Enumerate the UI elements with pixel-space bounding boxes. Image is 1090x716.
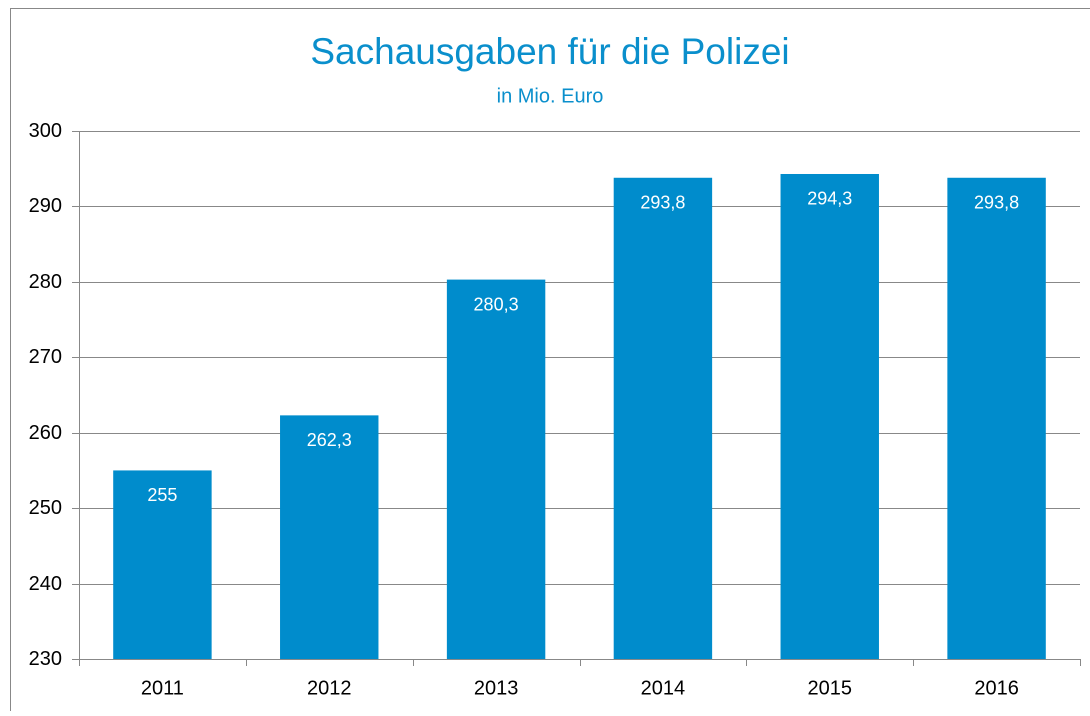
chart-title: Sachausgaben für die Polizei [310, 31, 789, 72]
x-tick-label: 2012 [307, 677, 352, 699]
x-tick-label: 2016 [974, 677, 1019, 699]
x-tick-label: 2013 [474, 677, 519, 699]
y-tick-label: 230 [29, 648, 62, 670]
x-tick-label: 2015 [808, 677, 853, 699]
bar [781, 174, 879, 659]
value-label: 262,3 [307, 430, 352, 450]
value-label: 293,8 [974, 193, 1019, 213]
bar [614, 178, 712, 659]
bar [447, 280, 545, 659]
value-label: 294,3 [807, 189, 852, 209]
value-label: 255 [147, 485, 177, 505]
chart-subtitle: in Mio. Euro [497, 85, 604, 107]
y-tick-label: 270 [29, 346, 62, 368]
value-label: 293,8 [640, 193, 685, 213]
x-tick-label: 2011 [141, 677, 184, 699]
value-label: 280,3 [474, 294, 519, 314]
y-tick-label: 260 [29, 422, 62, 444]
y-tick-label: 280 [29, 271, 62, 293]
x-tick-label: 2014 [641, 677, 686, 699]
bar [947, 178, 1045, 659]
y-tick-label: 300 [29, 120, 62, 142]
y-tick-label: 250 [29, 497, 62, 519]
y-tick-label: 290 [29, 195, 62, 217]
y-tick-label: 240 [29, 573, 62, 595]
bar [280, 415, 378, 659]
